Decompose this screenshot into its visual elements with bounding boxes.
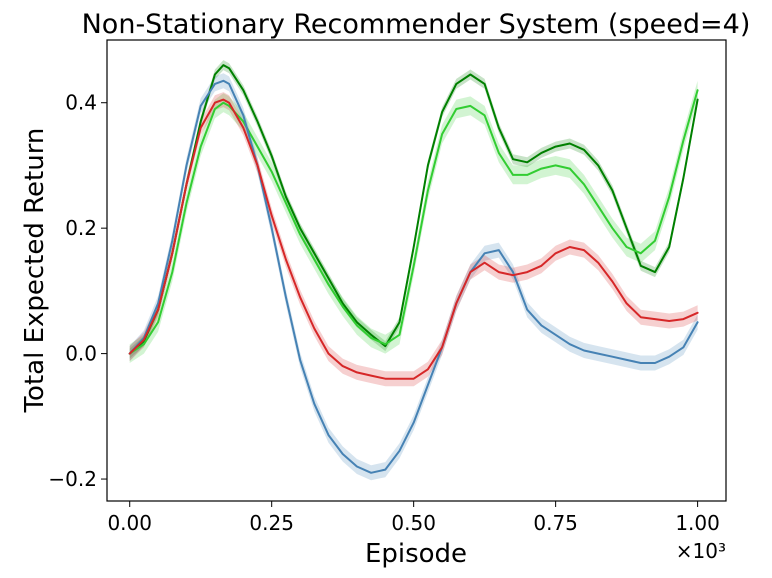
y-axis-label: Total Expected Return xyxy=(20,128,50,414)
x-tick-label: 0.50 xyxy=(391,511,436,535)
series-1-band xyxy=(129,80,698,364)
chart-title: Non-Stationary Recommender System (speed… xyxy=(82,9,751,40)
y-tick-label: 0.2 xyxy=(65,216,97,240)
y-tick-label: 0.4 xyxy=(65,91,97,115)
y-tick-label: −0.2 xyxy=(48,467,97,491)
series-0-line xyxy=(128,64,699,355)
x-axis: 0.00 0.25 0.50 0.75 1.00 xyxy=(107,501,720,535)
series-2-line xyxy=(128,79,699,474)
x-tick-label: 0.75 xyxy=(533,511,578,535)
series-3-band xyxy=(129,92,698,387)
x-axis-label: Episode xyxy=(365,539,467,569)
series-3-line xyxy=(128,98,699,380)
x-tick-label: 0.25 xyxy=(249,511,294,535)
x-tick-label: 0.00 xyxy=(107,511,152,535)
series-1-line xyxy=(128,89,699,355)
plot-area xyxy=(128,60,699,481)
x-multiplier-label: ×10³ xyxy=(676,539,726,563)
y-tick-label: 0.0 xyxy=(65,342,97,366)
x-tick-label: 1.00 xyxy=(675,511,720,535)
y-axis: −0.2 0.0 0.2 0.4 xyxy=(48,91,107,491)
axes-frame xyxy=(106,39,727,502)
